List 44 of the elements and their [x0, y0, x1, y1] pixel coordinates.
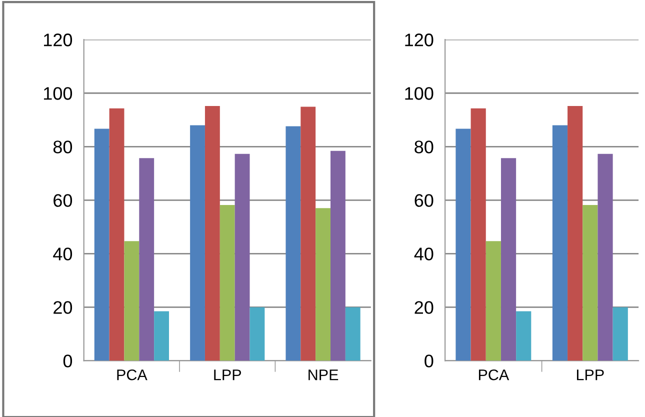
bar: [612, 307, 628, 361]
y-tick-label: 120: [44, 34, 72, 46]
bar: [190, 125, 205, 361]
x-tick-label: LPP: [576, 370, 604, 380]
x-tick-label: NPE: [308, 370, 338, 380]
bar: [250, 307, 265, 361]
bar: [598, 154, 613, 361]
y-tick-label: 0: [63, 354, 72, 368]
bar: [500, 158, 516, 361]
bar: [109, 108, 124, 361]
bar: [300, 106, 316, 361]
bar: [286, 126, 301, 361]
y-tick-label: 100: [405, 87, 434, 100]
x-tick-label: PCA: [117, 369, 148, 380]
y-tick-label: 80: [414, 140, 434, 154]
bar: [220, 204, 235, 361]
bar: [204, 106, 220, 361]
y-tick-label: 60: [54, 194, 72, 207]
y-tick-label: 0: [424, 354, 434, 368]
bar: [330, 150, 346, 361]
y-tick-label: 100: [44, 87, 72, 100]
bar: [486, 241, 501, 361]
bar: [552, 125, 568, 361]
bar: [154, 311, 169, 361]
y-tick-label: 80: [53, 140, 72, 154]
bar: [124, 241, 140, 361]
bar: [234, 154, 250, 361]
y-tick-label: 40: [53, 248, 72, 260]
y-tick-label: 120: [405, 34, 434, 46]
x-tick-label: LPP: [214, 370, 241, 380]
y-tick-label: 20: [54, 301, 72, 314]
bar: [345, 307, 360, 361]
x-tick-label: PCA: [478, 369, 510, 380]
bar: [316, 208, 330, 361]
bar: [139, 158, 154, 361]
y-tick-label: 40: [414, 248, 434, 260]
y-tick-label: 20: [414, 301, 434, 314]
bar: [582, 204, 598, 361]
y-tick-label: 60: [414, 194, 434, 207]
bar: [94, 128, 110, 361]
bar: [568, 106, 583, 361]
bar: [456, 128, 471, 361]
bar: [516, 311, 532, 361]
bar: [470, 108, 486, 361]
